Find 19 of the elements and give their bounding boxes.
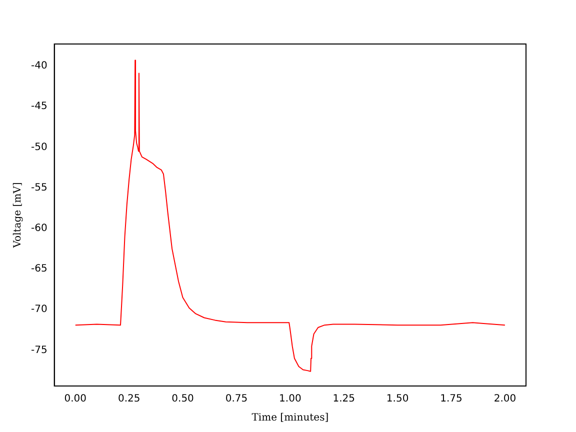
x-tick-label: 1.25 bbox=[332, 394, 355, 405]
x-tick-label: 0.00 bbox=[64, 394, 87, 405]
y-axis-title: Voltage [mV] bbox=[12, 182, 24, 249]
y-tick-label: -60 bbox=[30, 223, 48, 234]
y-tick-label: -65 bbox=[30, 264, 48, 275]
x-tick-label: 0.50 bbox=[172, 394, 194, 405]
x-tick-label: 0.75 bbox=[225, 394, 248, 405]
y-tick-label: -45 bbox=[30, 101, 48, 112]
y-tick-label: -70 bbox=[30, 304, 48, 316]
y-tick-label: -40 bbox=[30, 60, 48, 72]
y-tick-label: -50 bbox=[30, 142, 48, 153]
x-tick-label: 1.75 bbox=[440, 394, 462, 405]
x-tick-label: 1.50 bbox=[386, 394, 409, 405]
x-tick-label: 1.00 bbox=[279, 394, 302, 405]
x-tick-label: 2.00 bbox=[494, 394, 516, 405]
x-tick-label: 0.25 bbox=[118, 394, 140, 405]
y-tick-label: -75 bbox=[30, 344, 48, 356]
x-axis-title: Time [minutes] bbox=[252, 412, 329, 424]
y-tick-label: -55 bbox=[30, 182, 48, 194]
